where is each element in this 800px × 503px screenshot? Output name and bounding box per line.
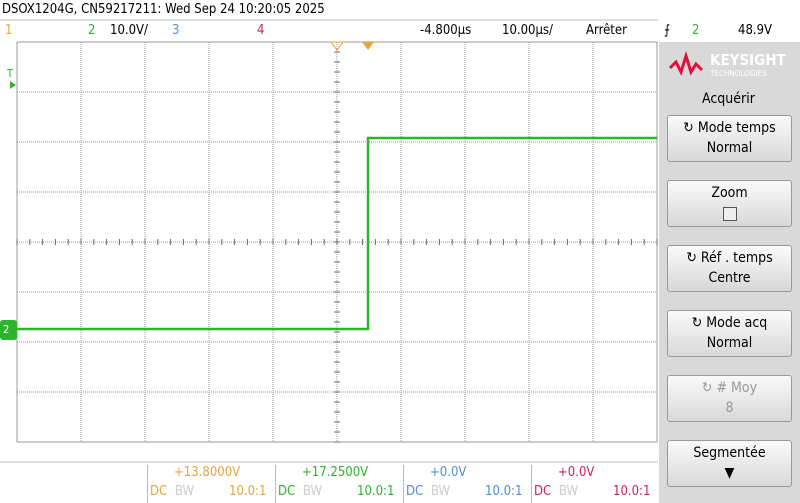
softkey-label: Segmentée — [693, 445, 766, 461]
bw-limit: BW — [431, 484, 451, 499]
header-title: DSOX1204G, CN59217211: Wed Sep 24 10:20:… — [2, 2, 325, 17]
separator — [403, 465, 404, 503]
softkey: ↻ # Moy 8 — [667, 375, 792, 422]
softkey-value: Centre — [708, 270, 751, 286]
coupling: DC — [534, 484, 552, 499]
offset: +0.0V — [558, 465, 595, 480]
offset: +0.0V — [430, 465, 467, 480]
probe-ratio: 10.0:1 — [229, 484, 267, 499]
delay: -4.800µs — [420, 23, 472, 38]
probe-ratio: 10.0:1 — [613, 484, 651, 499]
softkey-label: ↻ Mode temps — [683, 120, 776, 136]
logo-wave — [668, 50, 704, 76]
readout-bar — [0, 462, 658, 503]
coupling: DC — [150, 484, 168, 499]
probe-ratio: 10.0:1 — [485, 484, 523, 499]
trigger-position-marker — [362, 42, 374, 50]
checkbox — [668, 203, 791, 227]
trigger-level-marker — [10, 81, 16, 89]
softkey-value: 8 — [725, 400, 734, 416]
brand: KEYSIGHT — [710, 51, 786, 69]
softkey-label: ↻ # Moy — [701, 380, 758, 396]
trigger-marker: T — [7, 67, 14, 80]
ground-label: 2 — [3, 323, 10, 336]
header-bar — [0, 0, 800, 20]
separator — [275, 465, 276, 503]
softkey-value: Normal — [706, 140, 753, 156]
bw-limit: BW — [175, 484, 195, 499]
trigger-icon: ⨍ — [664, 23, 671, 38]
softkey[interactable]: Segmentée ▼ — [667, 440, 792, 487]
ch2-trace — [17, 136, 657, 331]
channel-label: 2 — [88, 23, 96, 38]
trigger-level: 48.9V — [738, 23, 773, 38]
trigger-source: 2 — [692, 23, 700, 38]
channel-label: 1 — [5, 23, 13, 38]
channel-scale: 10.0V/ — [110, 23, 148, 38]
coupling: DC — [406, 484, 424, 499]
softkey-label: ↻ Réf . temps — [686, 250, 773, 266]
softkey-label: ↻ Mode acq — [691, 315, 768, 331]
time-ref-marker — [330, 41, 344, 51]
softkey[interactable]: ↻ Mode temps Normal — [667, 115, 792, 162]
softkey[interactable]: ↻ Réf . temps Centre — [667, 245, 792, 292]
ground-marker — [0, 320, 17, 340]
separator — [147, 465, 148, 503]
separator — [531, 465, 532, 503]
brand-sub: TECHNOLOGIES — [710, 69, 767, 78]
softkey-label: Zoom — [711, 185, 748, 201]
channel-label: 4 — [257, 23, 265, 38]
probe-ratio: 10.0:1 — [357, 484, 395, 499]
channel-label: 3 — [172, 23, 180, 38]
bw-limit: BW — [559, 484, 579, 499]
arrow: ▼ — [724, 465, 735, 481]
softkey-value: Normal — [706, 335, 753, 351]
run-state: Arrêter — [586, 23, 627, 38]
bw-limit: BW — [303, 484, 323, 499]
softkey[interactable]: Zoom — [667, 180, 792, 227]
timebase: 10.00µs/ — [502, 23, 553, 38]
offset: +17.2500V — [302, 465, 369, 480]
softkey[interactable]: ↻ Mode acq Normal — [667, 310, 792, 357]
offset: +13.8000V — [174, 465, 241, 480]
graticule — [16, 41, 658, 443]
coupling: DC — [278, 484, 296, 499]
menu-title: Acquérir — [702, 91, 755, 107]
